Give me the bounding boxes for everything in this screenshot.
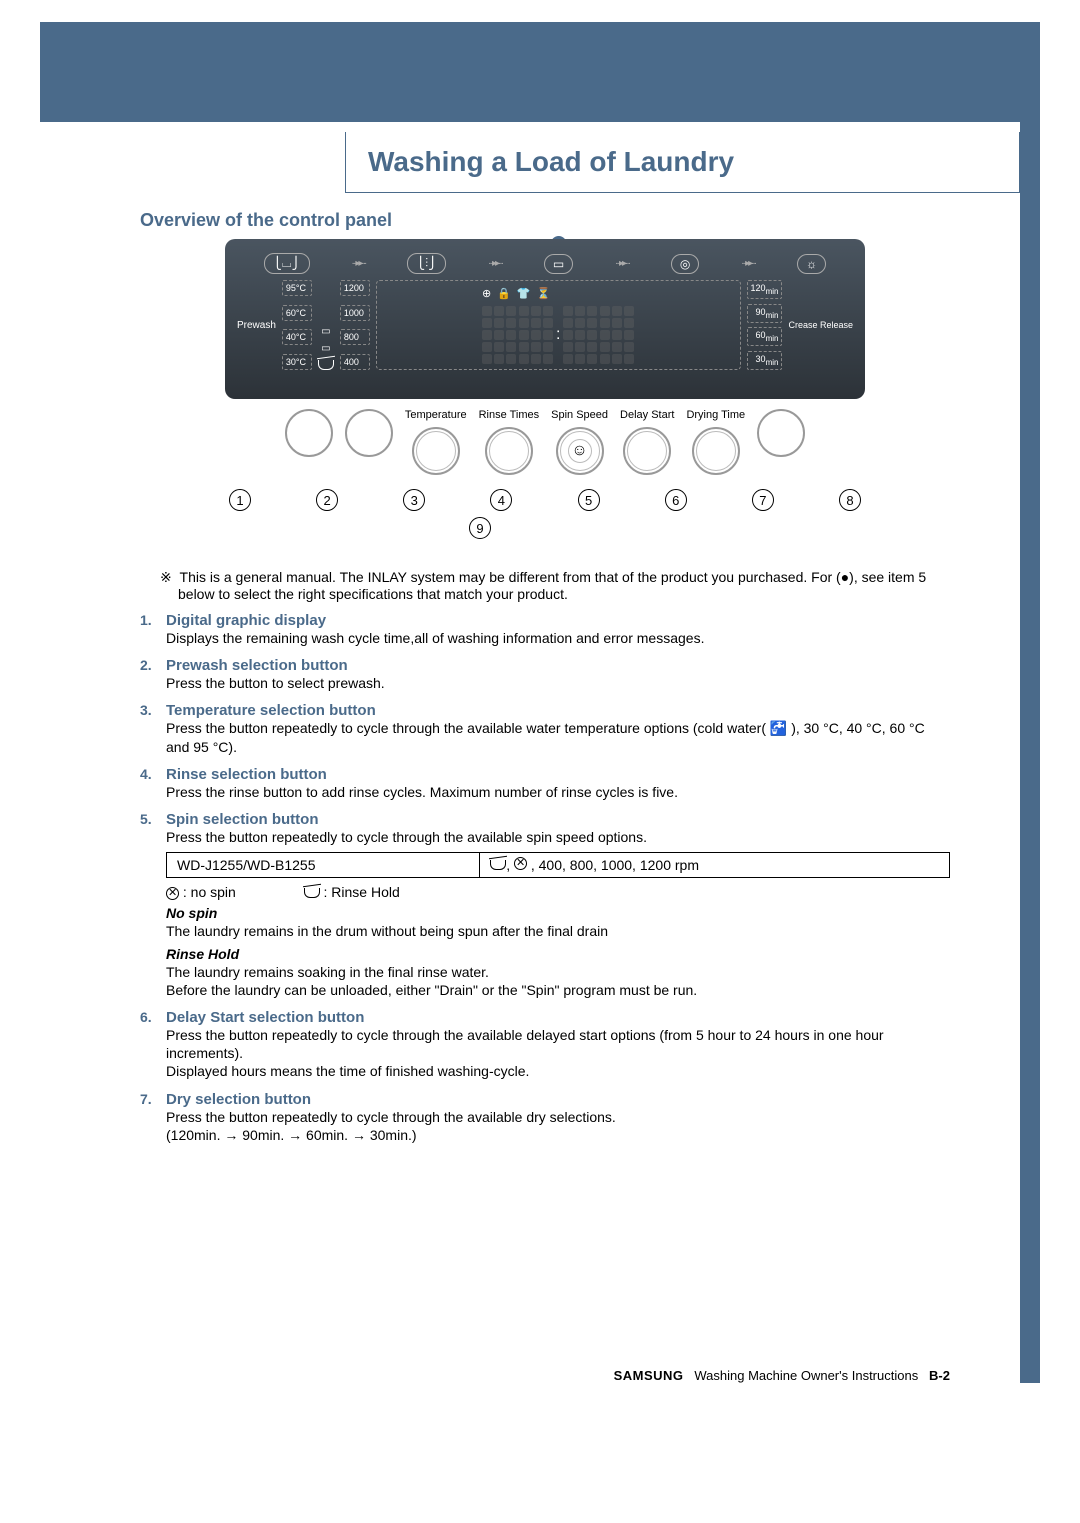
wash-icon: ⎩⌴⎭ <box>264 253 310 274</box>
manual-page: Washing a Load of Laundry Overview of th… <box>0 0 1080 1523</box>
title-box: Washing a Load of Laundry <box>345 132 1020 193</box>
item-2: 2.Prewash selection buttonPress the butt… <box>140 657 950 692</box>
decorative-side-bar <box>1020 22 1040 1383</box>
decorative-top-bar <box>40 22 1020 122</box>
dry-icon: ☼ <box>797 254 826 274</box>
crease-release-button <box>757 409 805 457</box>
callout-7: 7 <box>752 489 774 511</box>
button-row: Temperature Rinse Times Spin Speed☺ Dela… <box>225 409 865 475</box>
delay-start-button <box>623 427 671 475</box>
section-title: Overview of the control panel <box>140 210 950 231</box>
spin-speed-button: ☺ <box>556 427 604 475</box>
item-6: 6.Delay Start selection buttonPress the … <box>140 1009 950 1081</box>
digit-3 <box>563 306 597 364</box>
wash2-icon: ⎩⫶⎭ <box>407 253 446 274</box>
spin-speed-table: WD-J1255/WD-B1255 , , 400, 800, 1000, 12… <box>166 852 950 878</box>
spin-legend: : no spin : Rinse Hold <box>166 884 950 900</box>
drying-time-button <box>692 427 740 475</box>
prewash-button <box>345 409 393 457</box>
dry-time-column: 120min 90min 60min 30min <box>747 280 783 370</box>
callout-2: 2 <box>316 489 338 511</box>
callout-numbers-row: 1 2 3 4 5 6 7 8 <box>225 489 865 511</box>
crease-release-label: Crease Release <box>788 320 853 330</box>
item-3: 3.Temperature selection buttonPress the … <box>140 702 950 755</box>
callout-9: 9 <box>469 517 491 539</box>
control-panel-display: ⎩⌴⎭···▸▸··· ⎩⫶⎭···▸▸··· ▭···▸▸··· ◎···▸▸… <box>225 239 865 399</box>
time-display: ⊕🔒👕⏳ : <box>376 280 741 370</box>
callout-5: 5 <box>578 489 600 511</box>
page-footer: SAMSUNG Washing Machine Owner's Instruct… <box>614 1368 950 1383</box>
rinse-times-button <box>485 427 533 475</box>
cycle-progress-icons: ⎩⌴⎭···▸▸··· ⎩⫶⎭···▸▸··· ▭···▸▸··· ◎···▸▸… <box>237 253 853 280</box>
item-7: 7.Dry selection buttonPress the button r… <box>140 1091 950 1144</box>
temperature-button <box>412 427 460 475</box>
content-area: Overview of the control panel ·····A ⎩⌴⎭… <box>140 210 950 1154</box>
rinse-icon-column: ▭▭ <box>318 280 334 370</box>
no-spin-icon <box>514 857 527 870</box>
callout-4: 4 <box>490 489 512 511</box>
spin-icon: ◎ <box>671 254 699 274</box>
digit-4 <box>600 306 634 364</box>
digit-2 <box>519 306 553 364</box>
item-list: 1.Digital graphic displayDisplays the re… <box>140 612 950 1144</box>
rinse-hold-icon <box>490 860 506 870</box>
callout-6: 6 <box>665 489 687 511</box>
rinse-icon: ▭ <box>544 254 573 274</box>
temperature-column: 95°C 60°C 40°C 30°C <box>282 280 312 370</box>
item-4: 4.Rinse selection buttonPress the rinse … <box>140 766 950 801</box>
callout-3: 3 <box>403 489 425 511</box>
spin-column: 1200 1000 800 400 <box>340 280 370 370</box>
item-1: 1.Digital graphic displayDisplays the re… <box>140 612 950 647</box>
no-spin-icon <box>166 887 179 900</box>
callout-8: 8 <box>839 489 861 511</box>
table-speeds-cell: , , 400, 800, 1000, 1200 rpm <box>480 853 950 878</box>
table-model-cell: WD-J1255/WD-B1255 <box>167 853 480 878</box>
page-title: Washing a Load of Laundry <box>368 146 997 178</box>
digit-1 <box>482 306 516 364</box>
general-note: ※ This is a general manual. The INLAY sy… <box>160 569 950 602</box>
rinse-hold-icon <box>304 888 320 898</box>
rinse-hold-icon <box>318 360 334 370</box>
prewash-label: Prewash <box>237 320 276 331</box>
item-5: 5.Spin selection buttonPress the button … <box>140 811 950 999</box>
control-panel-figure: ·····A ⎩⌴⎭···▸▸··· ⎩⫶⎭···▸▸··· ▭···▸▸···… <box>140 239 950 539</box>
callout-1: 1 <box>229 489 251 511</box>
dial-knob <box>285 409 333 457</box>
